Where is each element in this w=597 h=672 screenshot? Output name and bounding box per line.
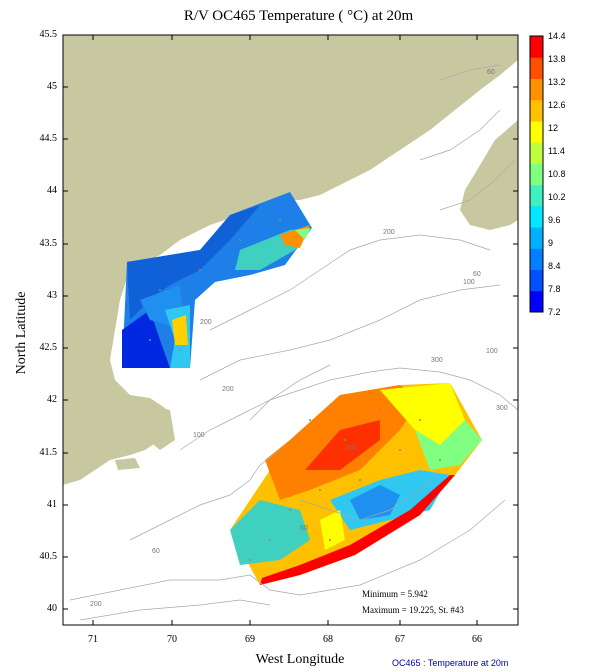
colorbar-label: 9 xyxy=(548,238,554,248)
isobath-label: 200 xyxy=(200,319,212,326)
colorbar-label: 13.8 xyxy=(548,54,566,64)
colorbar-label: 14.4 xyxy=(548,31,566,41)
colorbar-label: 7.2 xyxy=(548,307,561,317)
isobath-label: 300 xyxy=(496,405,508,412)
isobath-label: 300 xyxy=(431,357,443,364)
isobath-label: 100 xyxy=(463,279,475,286)
x-tick-label: 67 xyxy=(395,634,405,645)
y-tick-label: 41.5 xyxy=(39,447,58,458)
colorbar-label: 8.4 xyxy=(548,261,561,271)
footer-caption: OC465 : Temperature at 20m xyxy=(392,658,509,668)
colorbar-swatch xyxy=(530,205,543,228)
colorbar-label: 12.6 xyxy=(548,100,566,110)
colorbar-swatch xyxy=(530,227,543,249)
colorbar-swatch xyxy=(530,36,543,58)
colorbar-swatch xyxy=(530,163,543,186)
colorbar-border xyxy=(529,35,544,313)
colorbar-swatch xyxy=(530,290,543,313)
colorbar-swatch xyxy=(530,57,543,79)
colorbar-label: 11.4 xyxy=(548,146,565,156)
isobath-label: 60 xyxy=(152,548,160,555)
y-tick-label: 43 xyxy=(47,290,57,301)
x-tick-label: 69 xyxy=(245,634,255,645)
x-tick-label: 70 xyxy=(167,634,177,645)
isobath-label: 200 xyxy=(383,229,395,236)
y-tick-label: 41 xyxy=(47,499,57,510)
y-tick-label: 40 xyxy=(47,603,57,614)
y-tick-label: 45.5 xyxy=(39,29,58,40)
map-title: R/V OC465 Temperature ( °C) at 20m xyxy=(183,8,414,24)
land-nova-scotia xyxy=(460,120,518,230)
colorbar-swatch xyxy=(530,269,543,292)
isobath-label: 200 xyxy=(222,386,234,393)
isobath-label: 60 xyxy=(487,69,495,76)
isobath-label: 100 xyxy=(486,348,498,355)
colorbar-label: 10.8 xyxy=(548,169,566,179)
x-tick-label: 66 xyxy=(472,634,482,645)
isobath-label: 60 xyxy=(473,271,481,278)
land-mainland xyxy=(63,35,518,485)
colorbar-label: 7.8 xyxy=(548,284,561,294)
y-tick-label: 42.5 xyxy=(39,342,58,353)
y-tick-label: 44.5 xyxy=(39,133,58,144)
colorbar xyxy=(529,35,544,313)
x-tick-label: 71 xyxy=(88,634,98,645)
colorbar-swatch xyxy=(530,99,543,122)
y-tick-label: 44 xyxy=(47,185,57,196)
y-tick-label: 43.5 xyxy=(39,238,58,249)
colorbar-swatch xyxy=(530,248,543,271)
minimum-stat: Minimum = 5.942 xyxy=(362,589,428,599)
maximum-stat: Maximum = 19.225, St. #43 xyxy=(362,605,464,615)
y-tick-label: 45 xyxy=(47,81,57,92)
isobath-label: 300 xyxy=(345,445,357,452)
land-islands xyxy=(115,458,140,470)
isobath-label: 60 xyxy=(300,525,308,532)
y-tick-label: 40.5 xyxy=(39,551,58,562)
colorbar-label: 9.6 xyxy=(548,215,561,225)
isobath-label: 100 xyxy=(193,432,205,439)
x-axis-title: West Longitude xyxy=(255,652,345,667)
y-tick-label: 42 xyxy=(47,394,57,405)
colorbar-label: 10.2 xyxy=(548,192,566,202)
colorbar-label: 13.2 xyxy=(548,77,566,87)
isobath-label: 200 xyxy=(90,601,102,608)
colorbar-swatch xyxy=(530,120,543,143)
colorbar-label: 12 xyxy=(548,123,559,133)
y-axis-title: North Latitude xyxy=(14,291,29,375)
x-tick-label: 68 xyxy=(323,634,333,645)
colorbar-swatch xyxy=(530,142,543,164)
colorbar-swatch xyxy=(530,78,543,101)
colorbar-swatch xyxy=(530,184,543,207)
land-cape-cod xyxy=(148,405,175,450)
